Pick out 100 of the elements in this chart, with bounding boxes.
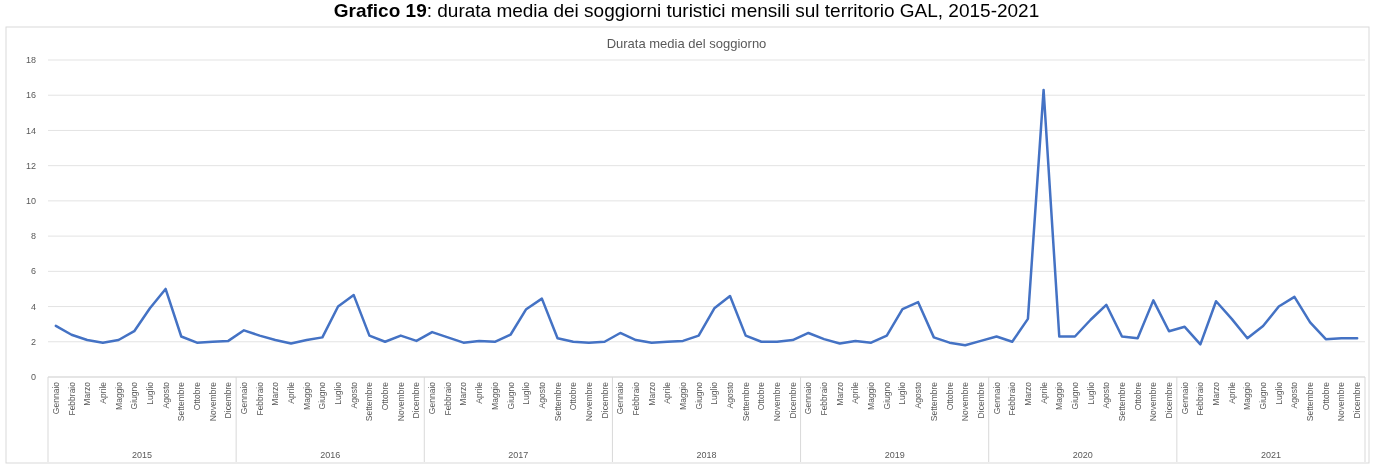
x-tick-label: Febbraio: [442, 381, 453, 416]
x-tick-label: Novembre: [772, 381, 783, 422]
x-tick-label: Gennaio: [1179, 381, 1190, 415]
x-tick-label: Maggio: [677, 381, 688, 410]
x-tick-label: Dicembre: [1164, 381, 1175, 419]
x-tick-label: Ottobre: [1320, 381, 1331, 411]
x-tick-label: Dicembre: [599, 381, 610, 419]
y-tick-label: 14: [25, 125, 36, 136]
y-tick-label: 0: [30, 372, 36, 383]
x-tick-label: Marzo: [458, 381, 469, 406]
x-tick-label: Novembre: [207, 381, 218, 422]
x-tick-label: Giugno: [129, 381, 140, 410]
x-tick-label: Dicembre: [1352, 381, 1363, 419]
y-tick-label: 4: [30, 301, 36, 312]
x-tick-label: Dicembre: [223, 381, 234, 419]
x-tick-label: Febbraio: [1007, 381, 1018, 416]
x-tick-label: Luglio: [521, 381, 532, 405]
x-tick-label: Luglio: [144, 381, 155, 405]
x-tick-label: Agosto: [1289, 381, 1300, 409]
x-tick-label: Aprile: [662, 381, 673, 404]
x-tick-label: Ottobre: [380, 381, 391, 411]
x-tick-label: Marzo: [270, 381, 281, 406]
x-tick-label: Marzo: [1211, 381, 1222, 406]
x-tick-label: Giugno: [693, 381, 704, 410]
x-tick-label: Marzo: [1022, 381, 1033, 406]
y-tick-label: 6: [30, 266, 36, 277]
x-tick-label: Agosto: [536, 381, 547, 409]
x-tick-label: Novembre: [1336, 381, 1347, 422]
y-tick-label: 2: [30, 336, 36, 347]
text: 2018: [696, 450, 717, 460]
x-tick-label: Agosto: [348, 381, 359, 409]
x-tick-label: Ottobre: [944, 381, 955, 411]
x-tick-label: Ottobre: [568, 381, 579, 411]
x-tick-label: Aprile: [1038, 381, 1049, 404]
y-tick-label: 10: [25, 196, 36, 207]
x-tick-label: Ottobre: [1132, 381, 1143, 411]
x-tick-label: Novembre: [1148, 381, 1159, 422]
x-tick-label: Gennaio: [50, 381, 61, 415]
x-tick-label: Novembre: [395, 381, 406, 422]
x-tick-label: Aprile: [1226, 381, 1237, 404]
x-tick-label: Giugno: [881, 381, 892, 410]
y-tick-label: 8: [30, 231, 36, 242]
x-tick-label: Settembre: [364, 381, 375, 422]
x-tick-label: Settembre: [176, 381, 187, 422]
x-tick-label: Febbraio: [66, 381, 77, 416]
x-tick-label: Gennaio: [615, 381, 626, 415]
x-tick-label: Gennaio: [803, 381, 814, 415]
x-tick-label: Luglio: [333, 381, 344, 405]
x-tick-label: Giugno: [317, 381, 328, 410]
x-tick-label: Aprile: [850, 381, 861, 404]
x-tick-label: Giugno: [505, 381, 516, 410]
line-series: [54, 88, 1359, 347]
x-tick-label: Settembre: [552, 381, 563, 422]
x-tick-label: Dicembre: [975, 381, 986, 419]
x-tick-label: Febbraio: [254, 381, 265, 416]
x-tick-label: Luglio: [709, 381, 720, 405]
chart-title: Grafico 19: durata media dei soggiorni turistici mensili sul territorio GAL, 2015-2021: [333, 0, 1040, 21]
x-tick-label: Maggio: [301, 381, 312, 410]
x-tick-label: Agosto: [1101, 381, 1112, 409]
y-tick-label: 18: [25, 55, 36, 66]
x-tick-label: Aprile: [286, 381, 297, 404]
x-tick-label: Luglio: [1273, 381, 1284, 405]
chart-subtitle: Durata media del soggiorno: [606, 36, 767, 51]
x-tick-label: Giugno: [1258, 381, 1269, 410]
x-tick-label: Marzo: [82, 381, 93, 406]
y-tick-label: 12: [25, 160, 36, 171]
x-tick-label: Agosto: [160, 381, 171, 409]
text: 2020: [1072, 450, 1093, 460]
x-tick-label: Febbraio: [1195, 381, 1206, 416]
x-tick-label: Settembre: [928, 381, 939, 422]
x-tick-label: Gennaio: [238, 381, 249, 415]
x-tick-label: Febbraio: [630, 381, 641, 416]
x-tick-label: Ottobre: [191, 381, 202, 411]
x-tick-label: Maggio: [113, 381, 124, 410]
x-tick-label: Aprile: [474, 381, 485, 404]
text: 2016: [320, 450, 341, 460]
x-tick-label: Settembre: [1116, 381, 1127, 422]
text: 2017: [508, 450, 529, 460]
x-tick-label: Dicembre: [787, 381, 798, 419]
text: 2015: [132, 450, 153, 460]
x-tick-label: Ottobre: [756, 381, 767, 411]
x-tick-label: Settembre: [740, 381, 751, 422]
x-tick-label: Agosto: [913, 381, 924, 409]
x-tick-label: Luglio: [897, 381, 908, 405]
x-tick-label: Gennaio: [427, 381, 438, 415]
text: 2021: [1260, 450, 1281, 460]
x-tick-label: Marzo: [834, 381, 845, 406]
x-tick-label: Maggio: [1054, 381, 1065, 410]
x-tick-label: Giugno: [1069, 381, 1080, 410]
x-tick-label: Settembre: [1305, 381, 1316, 422]
x-tick-label: Marzo: [646, 381, 657, 406]
x-tick-label: Luglio: [1085, 381, 1096, 405]
x-tick-label: Maggio: [489, 381, 500, 410]
x-tick-label: Dicembre: [411, 381, 422, 419]
y-tick-label: 16: [25, 90, 36, 101]
x-tick-label: Gennaio: [991, 381, 1002, 415]
x-tick-label: Aprile: [97, 381, 108, 404]
text: 2019: [884, 450, 905, 460]
x-tick-label: Maggio: [866, 381, 877, 410]
x-tick-label: Maggio: [1242, 381, 1253, 410]
